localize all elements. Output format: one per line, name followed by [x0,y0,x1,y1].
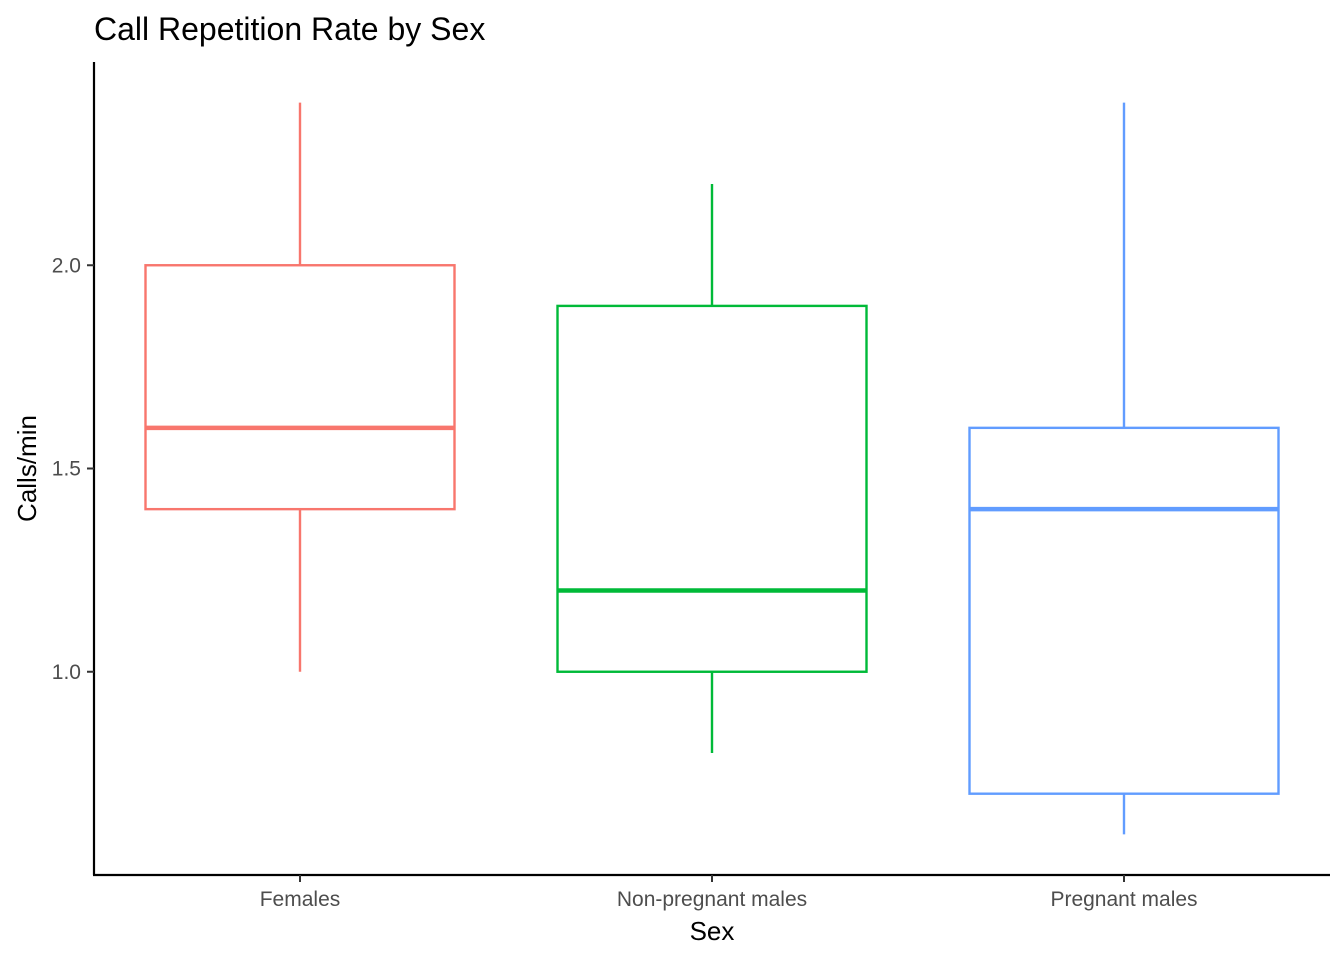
interquartile-box [144,264,456,511]
interquartile-box [968,426,1280,795]
plot-area [144,102,1280,835]
x-axis-title: Sex [690,916,735,946]
chart-title: Call Repetition Rate by Sex [94,11,485,47]
x-axis-ticks: Females Non-pregnant males Pregnant males [260,875,1198,911]
box-0 [144,102,456,672]
y-tick-label: 2.0 [52,254,81,277]
x-tick-label: Females [260,888,341,911]
y-tick-label: 1.0 [52,661,81,684]
box-1 [556,183,868,754]
y-tick-label: 1.5 [52,458,81,481]
box-2 [968,102,1280,835]
y-axis-title: Calls/min [12,415,42,522]
y-axis-ticks: 1.0 1.5 2.0 [52,254,94,684]
x-tick-label: Non-pregnant males [617,888,807,911]
interquartile-box [556,304,868,673]
x-tick-label: Pregnant males [1050,888,1197,911]
